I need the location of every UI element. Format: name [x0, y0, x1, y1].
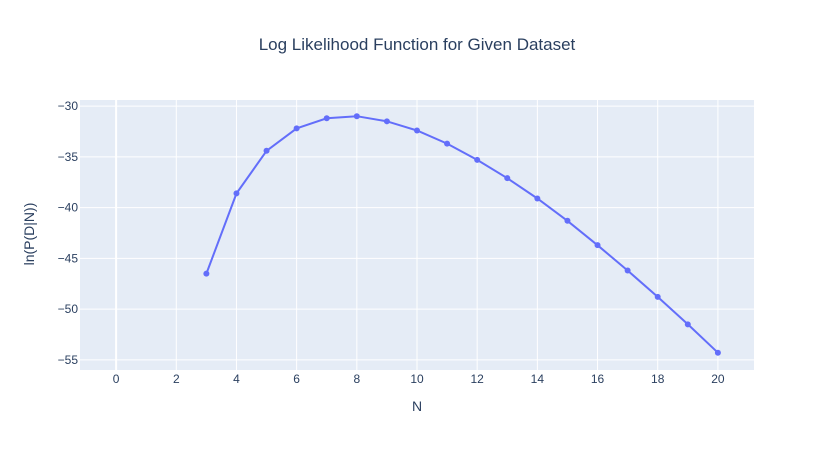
x-tick-label: 8: [353, 372, 360, 386]
y-tick-label: −30: [58, 99, 79, 113]
y-axis-title: ln(P(D|N)): [21, 203, 37, 266]
series-layer: [203, 113, 721, 356]
x-tick-label: 2: [173, 372, 180, 386]
data-point: [564, 217, 571, 224]
data-point: [444, 140, 451, 147]
x-axis-ticks: 0 2 4 6 8 10 12 14 16 18 20: [113, 372, 725, 386]
x-tick-label: 16: [591, 372, 605, 386]
x-tick-label: 10: [410, 372, 424, 386]
x-tick-label: 14: [531, 372, 545, 386]
grid: [80, 100, 754, 370]
data-point: [624, 267, 631, 274]
data-point: [353, 113, 360, 120]
data-point: [504, 175, 511, 182]
x-tick-label: 18: [651, 372, 665, 386]
x-tick-label: 4: [233, 372, 240, 386]
data-point: [714, 349, 721, 356]
y-tick-label: −40: [58, 201, 79, 215]
y-axis-ticks: −30 −35 −40 −45 −50 −55: [58, 99, 79, 367]
data-point: [654, 293, 661, 300]
y-tick-label: −55: [58, 353, 79, 367]
y-tick-label: −50: [58, 302, 79, 316]
data-point: [233, 190, 240, 197]
x-tick-label: 6: [293, 372, 300, 386]
chart-title: Log Likelihood Function for Given Datase…: [259, 35, 576, 54]
series-line: [205, 115, 719, 354]
x-tick-label: 20: [711, 372, 725, 386]
data-point: [684, 321, 691, 328]
y-tick-label: −35: [58, 150, 79, 164]
data-point: [293, 125, 300, 132]
data-point: [414, 127, 420, 134]
data-point: [534, 195, 541, 202]
x-tick-label: 0: [113, 372, 120, 386]
data-point: [594, 242, 601, 249]
data-point: [383, 118, 390, 125]
x-tick-label: 12: [470, 372, 484, 386]
x-axis-title: N: [412, 398, 422, 414]
data-point: [323, 115, 330, 122]
data-point: [203, 270, 210, 277]
data-point: [263, 147, 270, 154]
data-point: [474, 156, 481, 163]
y-tick-label: −45: [58, 251, 79, 265]
